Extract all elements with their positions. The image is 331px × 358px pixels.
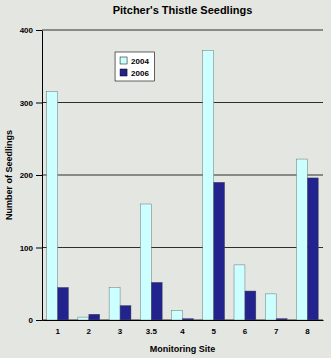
x-tick: 6 [243, 327, 248, 336]
y-tick: 100 [20, 244, 42, 253]
y-tick: 0 [29, 316, 42, 325]
bar [214, 182, 225, 320]
x-tick: 8 [305, 327, 310, 336]
legend: 2004 2006 [115, 52, 154, 81]
bar [276, 319, 287, 320]
y-tick-mark [36, 248, 42, 249]
x-tick-label: 1 [55, 327, 60, 336]
x-tick-label: 8 [305, 327, 310, 336]
y-tick-mark [36, 175, 42, 176]
bar [307, 178, 318, 320]
x-tick: 7 [274, 327, 279, 336]
bar [245, 291, 256, 320]
y-axis-line [42, 31, 43, 321]
x-tick-label: 3 [118, 327, 123, 336]
grid-line [42, 102, 323, 103]
bar [172, 311, 183, 320]
x-tick-label: 7 [274, 327, 279, 336]
legend-label: 2004 [131, 57, 149, 66]
bar [296, 159, 307, 320]
bar [58, 287, 69, 320]
plot: 0 100 200 300 400 1 2 3 3.5 4 5 6 7 8 2004 2006 [20, 26, 324, 336]
legend-box [115, 52, 154, 81]
y-tick-label: 100 [20, 244, 34, 253]
y-tick-mark [36, 320, 42, 321]
background [0, 0, 331, 358]
grid-line [42, 247, 323, 248]
bar [151, 282, 162, 320]
legend-item: 2006 [120, 69, 149, 78]
x-tick: 1 [55, 327, 60, 336]
x-tick-label: 5 [211, 327, 216, 336]
bar [140, 204, 151, 320]
x-tick-label: 3.5 [146, 327, 158, 336]
x-axis: 1 2 3 3.5 4 5 6 7 8 [43, 321, 324, 336]
title: Pitcher's Thistle Seedlings [113, 4, 253, 16]
bar [120, 306, 131, 321]
bar [265, 294, 276, 320]
x-axis-line [43, 320, 324, 321]
x-tick: 3 [118, 327, 123, 336]
y-tick: 400 [20, 26, 42, 35]
bar [109, 287, 120, 320]
x-tick: 3.5 [146, 327, 158, 336]
y-tick-label: 300 [20, 99, 34, 108]
x-axis-title: Monitoring Site [150, 344, 216, 354]
bars [47, 50, 319, 320]
grid-line [42, 175, 323, 176]
chart: 0 100 200 300 400 1 2 3 3.5 4 5 6 7 8 2004 2006 Pitcher'… [0, 0, 331, 358]
y-tick: 300 [20, 99, 42, 108]
bar [183, 319, 194, 320]
bar [78, 317, 89, 320]
x-tick-label: 2 [87, 327, 92, 336]
legend-item: 2004 [120, 57, 149, 66]
bar [47, 92, 58, 320]
y-tick-label: 400 [20, 26, 34, 35]
y-tick-label: 0 [29, 316, 34, 325]
bar [203, 50, 214, 320]
bar [234, 265, 245, 320]
y-axis-title: Number of Seedlings [4, 130, 14, 220]
x-tick: 4 [180, 327, 185, 336]
y-tick-label: 200 [20, 171, 34, 180]
x-tick-label: 4 [180, 327, 185, 336]
legend-swatch [120, 69, 127, 76]
y-axis: 0 100 200 300 400 [20, 26, 43, 325]
y-tick-mark [36, 103, 42, 104]
x-tick: 2 [87, 327, 92, 336]
x-tick-label: 6 [243, 327, 248, 336]
x-tick: 5 [211, 327, 216, 336]
bar [89, 314, 100, 320]
y-tick: 200 [20, 171, 42, 180]
legend-label: 2006 [131, 69, 149, 78]
grid-line [42, 30, 323, 31]
legend-swatch [120, 57, 127, 64]
y-tick-mark [36, 30, 42, 31]
